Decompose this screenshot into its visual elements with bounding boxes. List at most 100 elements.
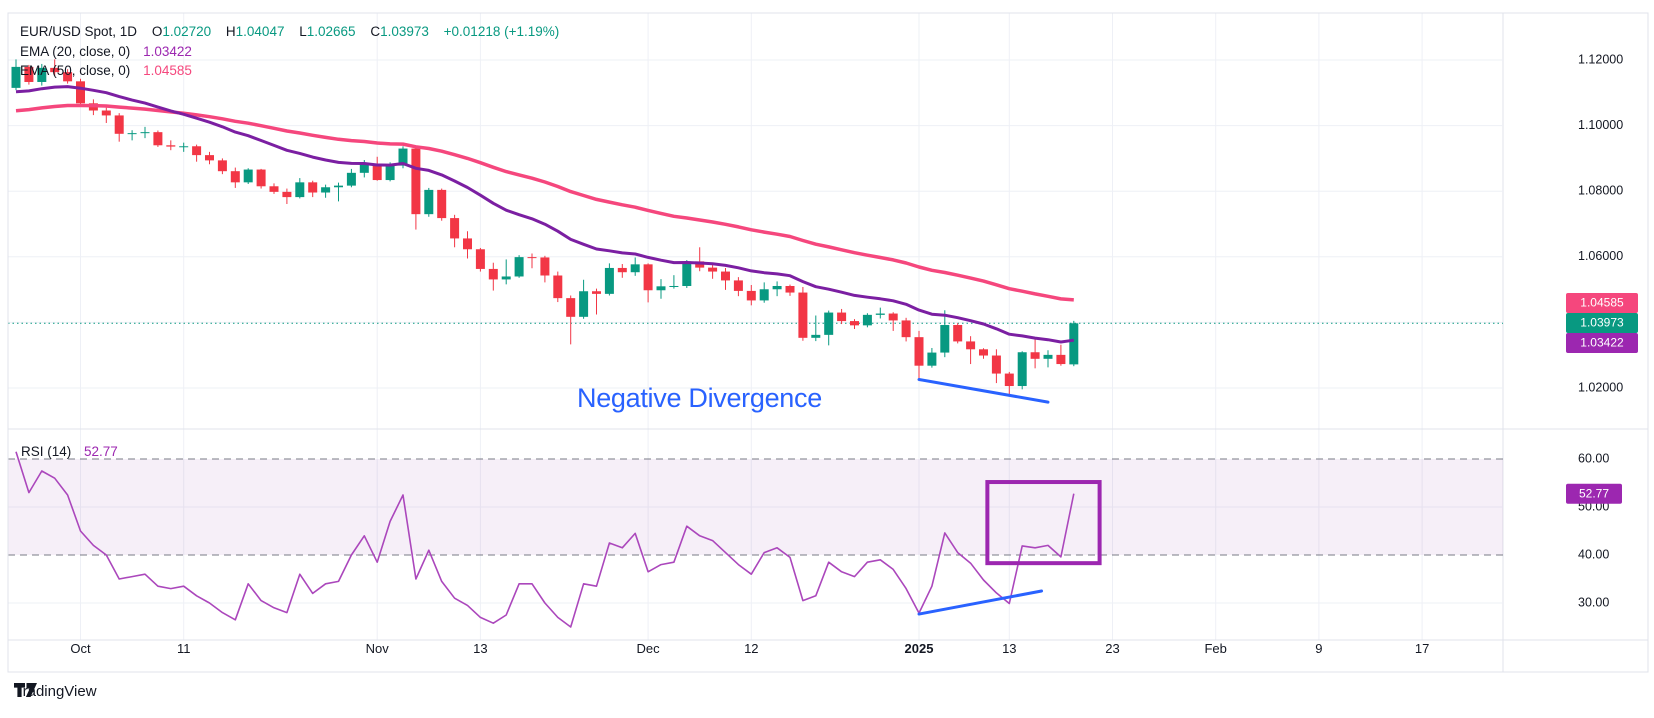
candle	[888, 313, 898, 321]
candle	[695, 261, 705, 268]
candle	[566, 298, 576, 317]
candle	[37, 67, 47, 82]
drawings[interactable]	[917, 377, 1102, 616]
candle	[746, 290, 756, 301]
time-axis-label[interactable]: Oct	[70, 641, 91, 656]
axis-price-badge	[1566, 293, 1638, 313]
candle	[334, 185, 343, 188]
series	[8, 59, 1503, 628]
axis-tick-label: 1.06000	[1578, 249, 1623, 263]
candle	[991, 355, 1001, 374]
time-axis-label[interactable]: 9	[1315, 641, 1322, 656]
ema20-name: EMA (20, close, 0)	[20, 43, 131, 59]
axis-price-badge	[1566, 483, 1622, 504]
candle	[76, 81, 85, 104]
price-trendline[interactable]	[917, 377, 1050, 404]
rsi-legend-row[interactable]: RSI (14) 52.77	[21, 444, 118, 459]
legend: EUR/USD Spot, 1D O1.02720 H1.04047 L1.02…	[20, 22, 559, 81]
candle	[269, 186, 279, 192]
axis-price-badge	[1566, 333, 1638, 353]
time-axis-label[interactable]: 13	[473, 641, 487, 656]
time-axis-label[interactable]: Feb	[1204, 641, 1226, 656]
candle	[359, 163, 369, 173]
ema50-line	[15, 103, 1074, 302]
tradingview-logo[interactable]: TradingView	[14, 683, 97, 700]
candle	[901, 320, 911, 338]
candle	[385, 165, 395, 181]
candle	[63, 72, 73, 82]
ema20-legend-row[interactable]: EMA (20, close, 0) 1.03422	[20, 42, 559, 62]
candle	[811, 334, 821, 338]
candle	[643, 264, 653, 291]
candle	[785, 285, 795, 293]
candle	[166, 145, 176, 147]
axis-tick-label: 1.08000	[1578, 183, 1623, 197]
candle	[914, 337, 924, 366]
candle	[733, 280, 743, 291]
ema50-name: EMA (50, close, 0)	[20, 63, 131, 78]
rsi-trendline[interactable]	[917, 589, 1044, 616]
ema50-legend-row[interactable]: EMA (50, close, 0) 1.04585	[20, 61, 559, 81]
axis-tick-label: 1.10000	[1578, 118, 1623, 132]
candle	[398, 148, 408, 166]
rsi-highlight-box[interactable]	[985, 480, 1102, 566]
candle	[1056, 354, 1066, 365]
candle	[721, 271, 730, 281]
candle	[127, 133, 137, 135]
candle	[411, 148, 421, 215]
rsi-line	[15, 451, 1075, 628]
candle	[798, 292, 808, 338]
time-axis-label[interactable]: 2025	[905, 641, 934, 656]
chart-border	[7, 12, 1649, 673]
time-axis-label[interactable]: Nov	[366, 641, 390, 656]
candle	[540, 257, 550, 276]
candle	[979, 349, 988, 356]
candle	[527, 257, 537, 259]
candle	[114, 115, 124, 134]
axes[interactable]: 1.12000 1.10000 1.08000 1.06000 1.02000 60.00…	[7, 12, 1649, 673]
candle	[50, 67, 60, 73]
candle	[630, 264, 640, 273]
axis-tick-label: 30.00	[1578, 595, 1609, 609]
axis-tick-label: 1.12000	[1578, 52, 1623, 66]
time-axis-label[interactable]: 11	[177, 641, 191, 656]
candle	[179, 146, 189, 148]
rsi-value: 52.77	[84, 444, 118, 459]
candle	[475, 249, 485, 269]
candle	[256, 169, 266, 187]
axis-price-badge	[1566, 313, 1638, 333]
ema50-value: 1.04585	[143, 63, 192, 78]
ohlc-open: O1.02720	[151, 24, 212, 39]
candle	[940, 325, 950, 353]
ema20-line	[15, 85, 1075, 344]
time-axis-label[interactable]: 13	[1002, 641, 1016, 656]
ohlc-close: C1.03973	[370, 24, 429, 39]
candle	[205, 155, 214, 161]
candle	[1017, 352, 1027, 387]
candle	[424, 189, 434, 215]
axis-tick-label: 40.00	[1578, 547, 1609, 561]
time-axis-label[interactable]: 12	[744, 641, 758, 656]
candle	[488, 268, 498, 280]
candle	[501, 276, 511, 280]
candle	[927, 352, 937, 366]
time-axis-label[interactable]: 23	[1105, 641, 1119, 656]
candle	[153, 132, 163, 146]
candle	[837, 312, 847, 322]
candle	[450, 218, 460, 239]
tradingview-logo-icon	[14, 683, 37, 697]
candle	[656, 286, 666, 291]
candle	[514, 257, 524, 277]
candle	[759, 289, 769, 301]
ohlc-low: L1.02665	[299, 24, 356, 39]
candle	[217, 160, 227, 172]
time-axis-label[interactable]: 17	[1415, 641, 1429, 656]
candle	[295, 182, 305, 198]
symbol-legend-row[interactable]: EUR/USD Spot, 1D O1.02720 H1.04047 L1.02…	[20, 22, 559, 42]
candle	[862, 314, 872, 326]
time-axis-label[interactable]: Dec	[637, 641, 661, 656]
candle	[372, 163, 382, 181]
negative-divergence-label[interactable]: Negative Divergence	[577, 383, 822, 413]
